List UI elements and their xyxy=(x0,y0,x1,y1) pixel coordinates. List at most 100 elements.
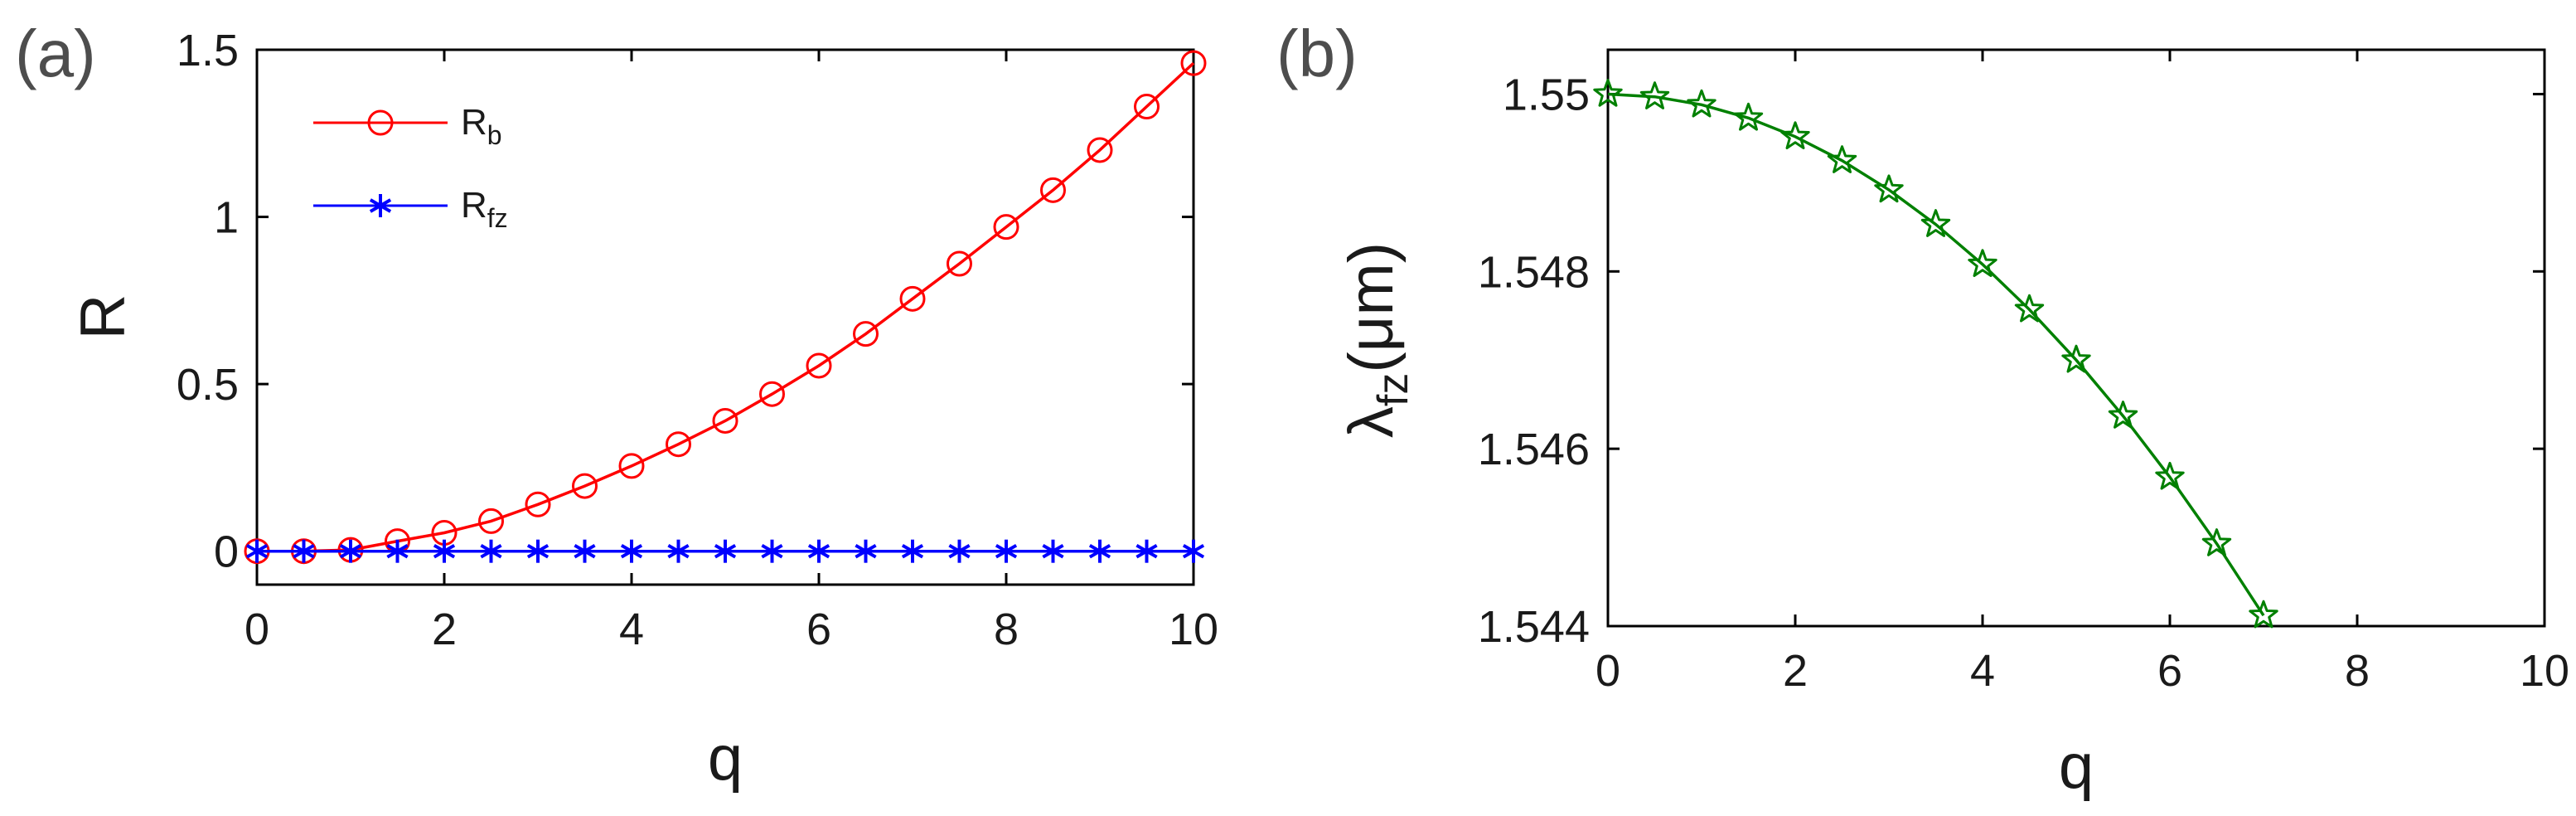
point-R_fz-stroke xyxy=(245,543,269,559)
x-tick-label: 4 xyxy=(619,605,644,654)
legend-rb-label: Rb xyxy=(461,102,502,150)
point-R_fz xyxy=(245,539,269,563)
point-R_fz-stroke xyxy=(1088,543,1111,559)
point-R_b xyxy=(853,321,879,347)
legend-rb-marker xyxy=(367,109,394,136)
point-lambda_fz xyxy=(2201,528,2232,556)
y-tick-label: 1 xyxy=(214,193,239,243)
point-lambda_fz xyxy=(1733,102,1764,131)
y-tick-label: 1.548 xyxy=(1478,247,1590,297)
point-R_b xyxy=(478,508,504,534)
y-tick-label: 1.5 xyxy=(177,26,239,75)
point-R_b xyxy=(993,214,1019,240)
point-R_fz-stroke xyxy=(1042,543,1064,559)
point-lambda_fz xyxy=(2014,294,2045,323)
point-R_fz xyxy=(1088,539,1111,563)
point-R_fz xyxy=(714,539,737,563)
point-R_fz-stroke xyxy=(667,543,690,559)
legend-rfz-main: R xyxy=(461,185,487,226)
point-lambda_fz xyxy=(1639,81,1670,109)
y-tick-label: 1.55 xyxy=(1503,70,1590,119)
point-R_fz xyxy=(1182,539,1205,563)
point-R_b xyxy=(759,381,785,407)
point-R_fz xyxy=(526,539,550,563)
panel-a-y-label: R xyxy=(68,294,138,340)
point-R_b xyxy=(525,491,551,517)
legend-rb-main: R xyxy=(461,102,487,143)
point-lambda_fz xyxy=(2061,344,2091,373)
panel-a: (a) 0 2 4 6 8 10 0 0.5 1 1.5 q R Rb Rfz xyxy=(15,17,1218,794)
panel-a-axes-box xyxy=(255,48,1195,586)
panel-a-x-label: q xyxy=(708,723,743,794)
point-lambda_fz xyxy=(2249,600,2278,629)
point-R_fz-stroke xyxy=(339,543,362,559)
legend-rfz-sub: fz xyxy=(487,203,508,233)
x-tick-label: 0 xyxy=(1595,646,1620,696)
panel-a-y-ticks: 0 0.5 1 1.5 xyxy=(177,26,1194,577)
point-R_fz xyxy=(667,539,690,563)
panel-a-x-ticks: 0 2 4 6 8 10 xyxy=(245,50,1218,654)
point-R_fz-stroke xyxy=(386,543,409,559)
point-R_fz-stroke xyxy=(855,543,877,559)
panel-b-y-label: λfz(μm) xyxy=(1336,242,1417,438)
panel-b-x-label: q xyxy=(2059,731,2094,802)
point-R_fz xyxy=(761,539,783,563)
point-R_fz-stroke xyxy=(714,543,737,559)
point-R_b xyxy=(1180,50,1207,76)
point-R_fz-stroke xyxy=(433,543,456,559)
point-lambda_fz xyxy=(1874,174,1904,203)
panel-b-y-ticks: 1.544 1.546 1.548 1.55 xyxy=(1478,70,2545,652)
point-R_fz xyxy=(1135,539,1158,563)
point-R_fz xyxy=(386,539,409,563)
x-tick-label: 2 xyxy=(1783,646,1808,696)
x-tick-label: 6 xyxy=(806,605,831,654)
point-R_b xyxy=(1134,94,1160,120)
series-line-lambda_fz xyxy=(1607,92,2265,617)
x-tick-label: 6 xyxy=(2157,646,2182,696)
panel-b-y-label-unit: (μm) xyxy=(1336,242,1407,373)
point-R_b xyxy=(1040,177,1066,203)
y-tick-label: 1.546 xyxy=(1478,425,1590,474)
point-lambda_fz xyxy=(1687,89,1717,118)
y-tick-label: 0.5 xyxy=(177,360,239,410)
point-lambda_fz xyxy=(1827,145,1857,173)
point-lambda_fz xyxy=(1593,79,1623,107)
x-tick-label: 4 xyxy=(1970,646,1995,696)
point-lambda_fz xyxy=(1780,121,1810,149)
point-R_fz-stroke xyxy=(1182,543,1205,559)
legend-rfz-star-stroke xyxy=(369,198,392,213)
point-R_b xyxy=(572,473,598,499)
point-R_b xyxy=(666,431,691,458)
point-R_fz xyxy=(901,539,924,563)
x-tick-label: 8 xyxy=(2345,646,2370,696)
panel-a-series xyxy=(244,50,1207,565)
panel-b-axes-box xyxy=(1606,48,2546,628)
point-R_fz-stroke xyxy=(948,543,971,559)
legend-rb-sub: b xyxy=(487,120,502,150)
point-lambda_fz xyxy=(1920,209,1951,237)
point-R_b xyxy=(899,285,926,312)
point-R_fz xyxy=(995,539,1018,563)
panel-a-label: (a) xyxy=(15,17,96,90)
y-tick-label: 1.544 xyxy=(1478,602,1590,652)
panel-b-series xyxy=(1593,79,2278,629)
x-tick-label: 10 xyxy=(2520,646,2569,696)
panel-b-y-label-sub: fz xyxy=(1369,373,1417,406)
point-R_fz-stroke xyxy=(807,543,830,559)
point-R_b xyxy=(1087,137,1113,163)
point-R_fz xyxy=(339,539,362,563)
panel-b-label: (b) xyxy=(1276,17,1358,90)
legend-rfz-marker xyxy=(369,194,392,217)
point-R_fz-stroke xyxy=(620,543,643,559)
point-lambda_fz xyxy=(2155,461,2185,490)
point-R_fz-stroke xyxy=(995,543,1018,559)
point-R_fz xyxy=(433,539,456,563)
y-tick-label: 0 xyxy=(214,527,239,577)
point-R_fz-stroke xyxy=(761,543,783,559)
point-R_fz xyxy=(807,539,830,563)
point-R_fz xyxy=(574,539,596,563)
point-R_fz xyxy=(1042,539,1064,563)
point-R_b xyxy=(806,352,832,379)
point-R_b xyxy=(618,453,645,479)
x-tick-label: 8 xyxy=(994,605,1019,654)
